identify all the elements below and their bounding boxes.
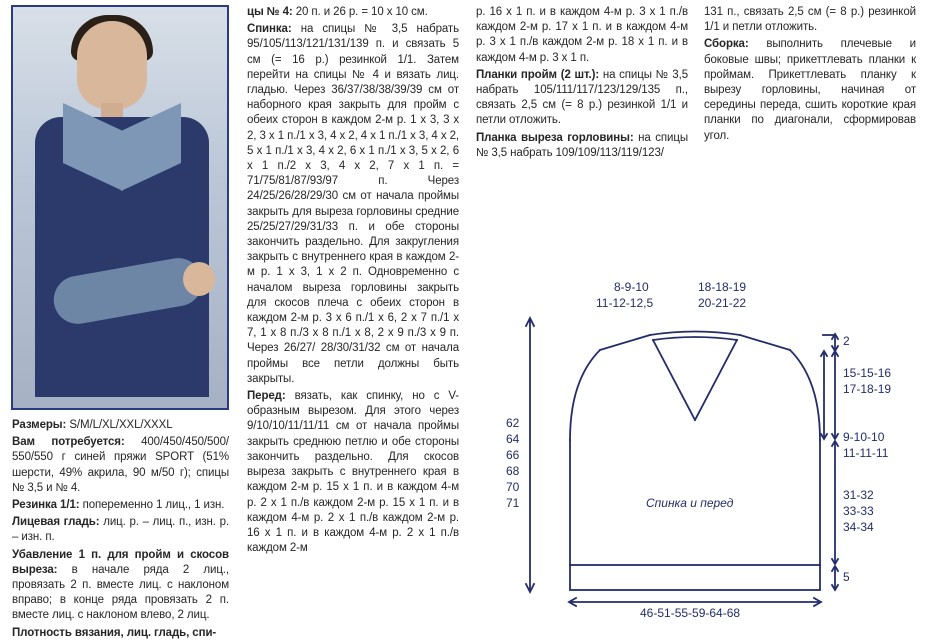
col4-para-1-head: Сборка: (704, 38, 749, 50)
label-r-top: 2 (843, 334, 850, 348)
col2-para-2-text: вязать, как спинку, но с V-образным выре… (247, 390, 459, 554)
label-r-c1: 31-32 (843, 488, 874, 502)
label-h4: 68 (506, 464, 519, 478)
label-r-a1: 15-15-16 (843, 366, 891, 380)
col2-para-0-text: 20 п. и 26 р. = 10 x 10 см. (293, 6, 428, 18)
text-column-3: р. 16 x 1 п. и в каждом 4-м р. 3 x 1 п./… (476, 5, 688, 163)
label-r-c3: 34-34 (843, 520, 874, 534)
label-bottom-width: 46-51-55-59-64-68 (640, 606, 740, 620)
col4-para-1-text: выполнить плечевые и боковые швы; прикет… (704, 38, 916, 141)
label-r-b2: 11-11-11 (843, 446, 888, 460)
col3-para-0: р. 16 x 1 п. и в каждом 4-м р. 3 x 1 п./… (476, 5, 688, 66)
text-column-1: Размеры: S/M/L/XL/XXL/XXXL Вам потребуетс… (12, 418, 229, 643)
col2-para-1: Спинка: на спицы № 3,5 набрать 95/105/11… (247, 22, 459, 387)
col1-para-5: Плотность вязания, лиц. гладь, спи- (12, 626, 229, 641)
text-column-4: 131 п., связать 2,5 см (= 8 р.) резинкой… (704, 5, 916, 146)
garment-schematic: 8-9-10 18-18-19 11-12-12,5 20-21-22 62 6… (500, 240, 910, 620)
col1-para-4: Убавление 1 п. для пройм и скосов выреза… (12, 548, 229, 624)
col2-para-0: цы № 4: 20 п. и 26 р. = 10 x 10 см. (247, 5, 459, 20)
text-column-2: цы № 4: 20 п. и 26 р. = 10 x 10 см.Спинк… (247, 5, 459, 558)
col3-para-0-text: р. 16 x 1 п. и в каждом 4-м р. 3 x 1 п./… (476, 6, 688, 64)
col1-para-1-head: Вам потребуется: (12, 436, 125, 448)
label-neck: 18-18-19 (698, 280, 746, 294)
col1-para-2-text: попеременно 1 лиц., 1 изн. (79, 499, 224, 511)
col1-para-1: Вам потребуется: 400/450/450/500/ 550/55… (12, 435, 229, 496)
label-r-a2: 17-18-19 (843, 382, 891, 396)
label-center: Спинка и перед (646, 496, 733, 510)
col2-para-2: Перед: вязать, как спинку, но с V-образн… (247, 389, 459, 556)
col1-para-2-head: Резинка 1/1: (12, 499, 79, 511)
label-h5: 70 (506, 480, 519, 494)
col4-para-1: Сборка: выполнить плечевые и боковые швы… (704, 37, 916, 143)
col1-para-0: Размеры: S/M/L/XL/XXL/XXXL (12, 418, 229, 433)
col3-para-1-head: Планки пройм (2 шт.): (476, 69, 599, 81)
col1-para-0-head: Размеры: (12, 419, 66, 431)
col1-para-2: Резинка 1/1: попеременно 1 лиц., 1 изн. (12, 498, 229, 513)
col2-para-1-head: Спинка: (247, 23, 292, 35)
col2-para-1-text: на спицы № 3,5 набрать 95/105/113/121/13… (247, 23, 459, 385)
label-r-hem: 5 (843, 570, 850, 584)
model-photo (11, 5, 229, 410)
col3-para-2-head: Планка выреза горловины: (476, 132, 634, 144)
col3-para-2: Планка выреза горловины: на спицы № 3,5 … (476, 131, 688, 161)
label-r-c2: 33-33 (843, 504, 874, 518)
label-neck2: 20-21-22 (698, 296, 746, 310)
label-h6: 71 (506, 496, 519, 510)
col4-para-0: 131 п., связать 2,5 см (= 8 р.) резинкой… (704, 5, 916, 35)
photo-head (77, 21, 147, 109)
col3-para-1: Планки пройм (2 шт.): на спицы № 3,5 наб… (476, 68, 688, 129)
label-shoulder: 8-9-10 (614, 280, 649, 294)
label-h1: 62 (506, 416, 519, 430)
col1-para-3-head: Лицевая гладь: (12, 516, 99, 528)
col1-para-0-text: S/M/L/XL/XXL/XXXL (66, 419, 172, 431)
col2-para-2-head: Перед: (247, 390, 286, 402)
label-h2: 64 (506, 432, 519, 446)
label-r-b1: 9-10-10 (843, 430, 884, 444)
label-shoulder2: 11-12-12,5 (596, 296, 653, 310)
col2-para-0-head: цы № 4: (247, 6, 293, 18)
col4-para-0-text: 131 п., связать 2,5 см (= 8 р.) резинкой… (704, 6, 916, 33)
col1-para-3: Лицевая гладь: лиц. р. – лиц. п., изн. р… (12, 515, 229, 545)
photo-hand (183, 262, 215, 296)
label-h3: 66 (506, 448, 519, 462)
